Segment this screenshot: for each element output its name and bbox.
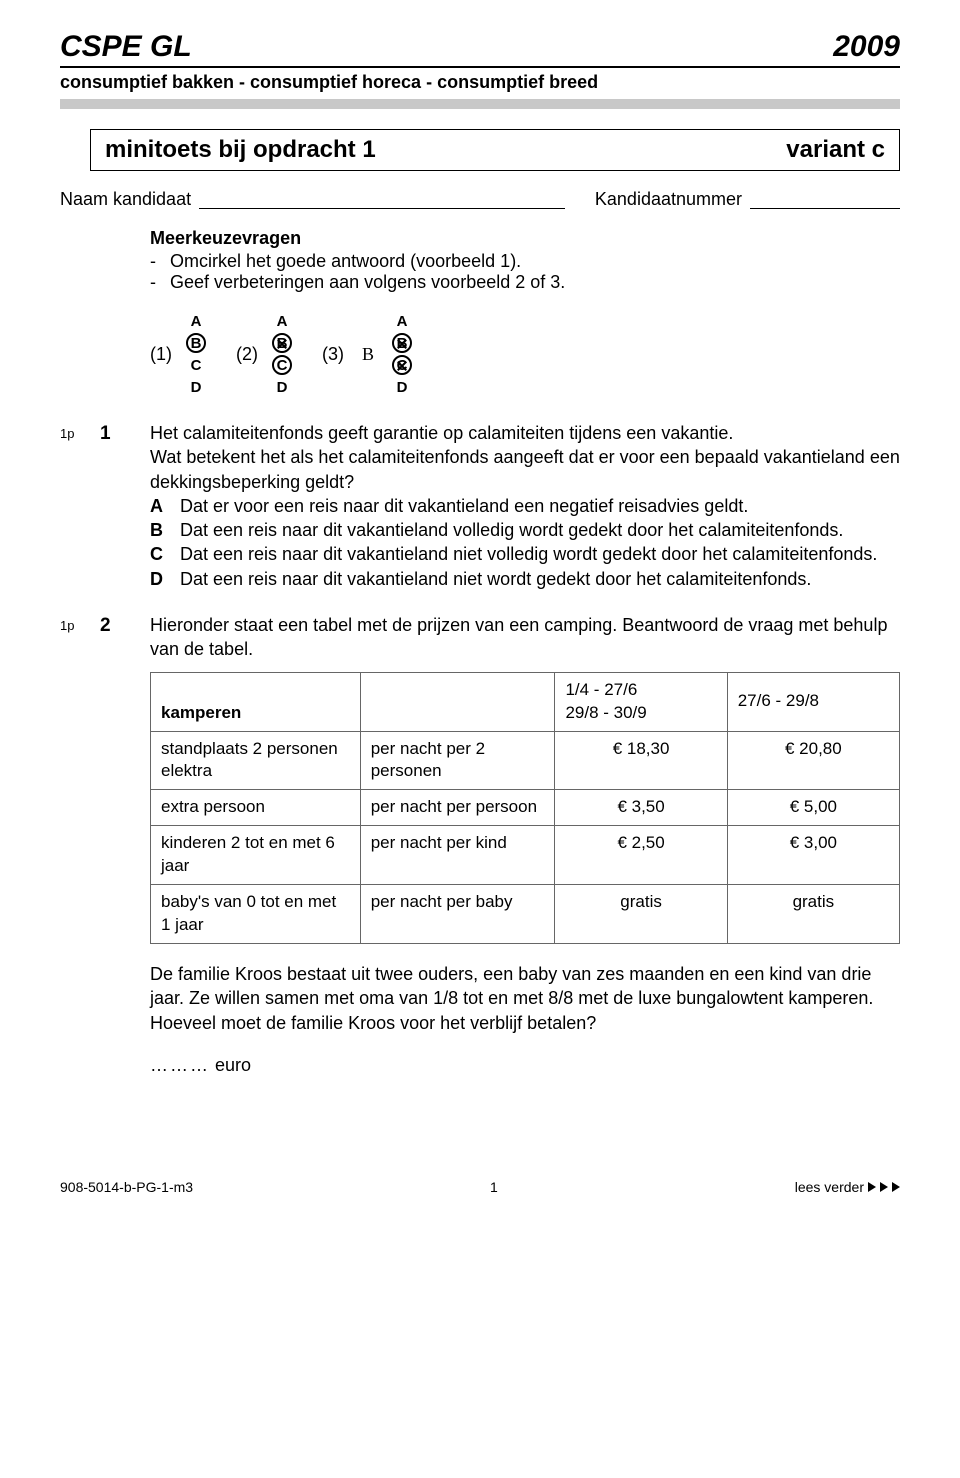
mc-title: Meerkeuzevragen: [150, 228, 900, 249]
q2-after1: De familie Kroos bestaat uit twee ouders…: [150, 962, 900, 1011]
triangle-icon: [880, 1182, 888, 1192]
camping-table: kamperen 1/4 - 27/6 29/8 - 30/9 27/6 - 2…: [150, 672, 900, 944]
q2-number: 2: [100, 613, 150, 1077]
table-row: extra persoon per nacht per persoon € 3,…: [151, 790, 900, 826]
example3-label: (3): [322, 344, 344, 365]
q1-opt-a: A Dat er voor een reis naar dit vakantie…: [150, 494, 900, 518]
table-row: kinderen 2 tot en met 6 jaar per nacht p…: [151, 826, 900, 885]
answer-suffix: euro: [215, 1055, 251, 1075]
triangle-icon: [868, 1182, 876, 1192]
table-row: standplaats 2 personen elektra per nacht…: [151, 731, 900, 790]
example-diagrams: (1) A B C D (2) A B C D (3) B A B: [150, 311, 900, 397]
ex2-d: D: [272, 377, 292, 397]
header-subtitle: consumptief bakken - consumptief horeca …: [60, 68, 900, 109]
q1-opt-b: B Dat een reis naar dit vakantieland vol…: [150, 518, 900, 542]
header-title-right: 2009: [833, 30, 900, 64]
q1-stem2: Wat betekent het als het calamiteitenfon…: [150, 445, 900, 494]
ex2-a: A: [272, 311, 292, 331]
name-label: Naam kandidaat: [60, 189, 191, 210]
ex1-c: C: [186, 355, 206, 375]
footer-page-number: 1: [490, 1179, 498, 1195]
ex2-c-circled: C: [272, 355, 292, 375]
ex2-b-struck: B: [272, 333, 292, 353]
ex1-d: D: [186, 377, 206, 397]
mc-instructions: Meerkeuzevragen -Omcirkel het goede antw…: [150, 228, 900, 293]
example1-label: (1): [150, 344, 172, 365]
q2-after2: Hoeveel moet de familie Kroos voor het v…: [150, 1011, 900, 1035]
section-title-left: minitoets bij opdracht 1: [105, 136, 376, 164]
q2-points: 1p: [60, 613, 100, 1077]
mc-line2: Geef verbeteringen aan volgens voorbeeld…: [170, 272, 565, 293]
ex3-a: A: [392, 311, 412, 331]
ex3-b-struck: B: [392, 333, 412, 353]
section-title-right: variant c: [786, 136, 885, 164]
ex1-b-circled: B: [186, 333, 206, 353]
th-period1-line2: 29/8 - 30/9: [565, 702, 716, 725]
header-title-left: CSPE GL: [60, 30, 192, 64]
section-box: minitoets bij opdracht 1 variant c: [90, 129, 900, 171]
th-kamperen: kamperen: [161, 703, 241, 722]
number-field[interactable]: [750, 189, 900, 209]
table-row: baby's van 0 tot en met 1 jaar per nacht…: [151, 885, 900, 944]
ex1-a: A: [186, 311, 206, 331]
name-field[interactable]: [199, 189, 565, 209]
page-footer: 908-5014-b-PG-1-m3 1 lees verder: [0, 1179, 960, 1215]
q2-stem: Hieronder staat een tabel met de prijzen…: [150, 613, 900, 662]
footer-right-text: lees verder: [795, 1179, 864, 1195]
triangle-icon: [892, 1182, 900, 1192]
ex3-c-struck: C: [392, 355, 412, 375]
q2-answer-line[interactable]: ……… euro: [150, 1053, 900, 1077]
number-label: Kandidaatnummer: [595, 189, 742, 210]
doc-header: CSPE GL 2009: [60, 30, 900, 68]
mc-line1: Omcirkel het goede antwoord (voorbeeld 1…: [170, 251, 521, 272]
question-1: 1p 1 Het calamiteitenfonds geeft garanti…: [60, 421, 900, 591]
example3-handwritten: B: [362, 344, 374, 365]
answer-dots: ………: [150, 1055, 210, 1075]
q1-opt-d: D Dat een reis naar dit vakantieland nie…: [150, 567, 900, 591]
candidate-row: Naam kandidaat Kandidaatnummer: [60, 189, 900, 210]
th-period2: 27/6 - 29/8: [727, 672, 899, 731]
example2-label: (2): [236, 344, 258, 365]
q1-number: 1: [100, 421, 150, 591]
q1-stem1: Het calamiteitenfonds geeft garantie op …: [150, 421, 900, 445]
th-period1-line1: 1/4 - 27/6: [565, 679, 716, 702]
question-2: 1p 2 Hieronder staat een tabel met de pr…: [60, 613, 900, 1077]
ex3-d: D: [392, 377, 412, 397]
q1-points: 1p: [60, 421, 100, 591]
q1-opt-c: C Dat een reis naar dit vakantieland nie…: [150, 542, 900, 566]
footer-left: 908-5014-b-PG-1-m3: [60, 1179, 193, 1195]
